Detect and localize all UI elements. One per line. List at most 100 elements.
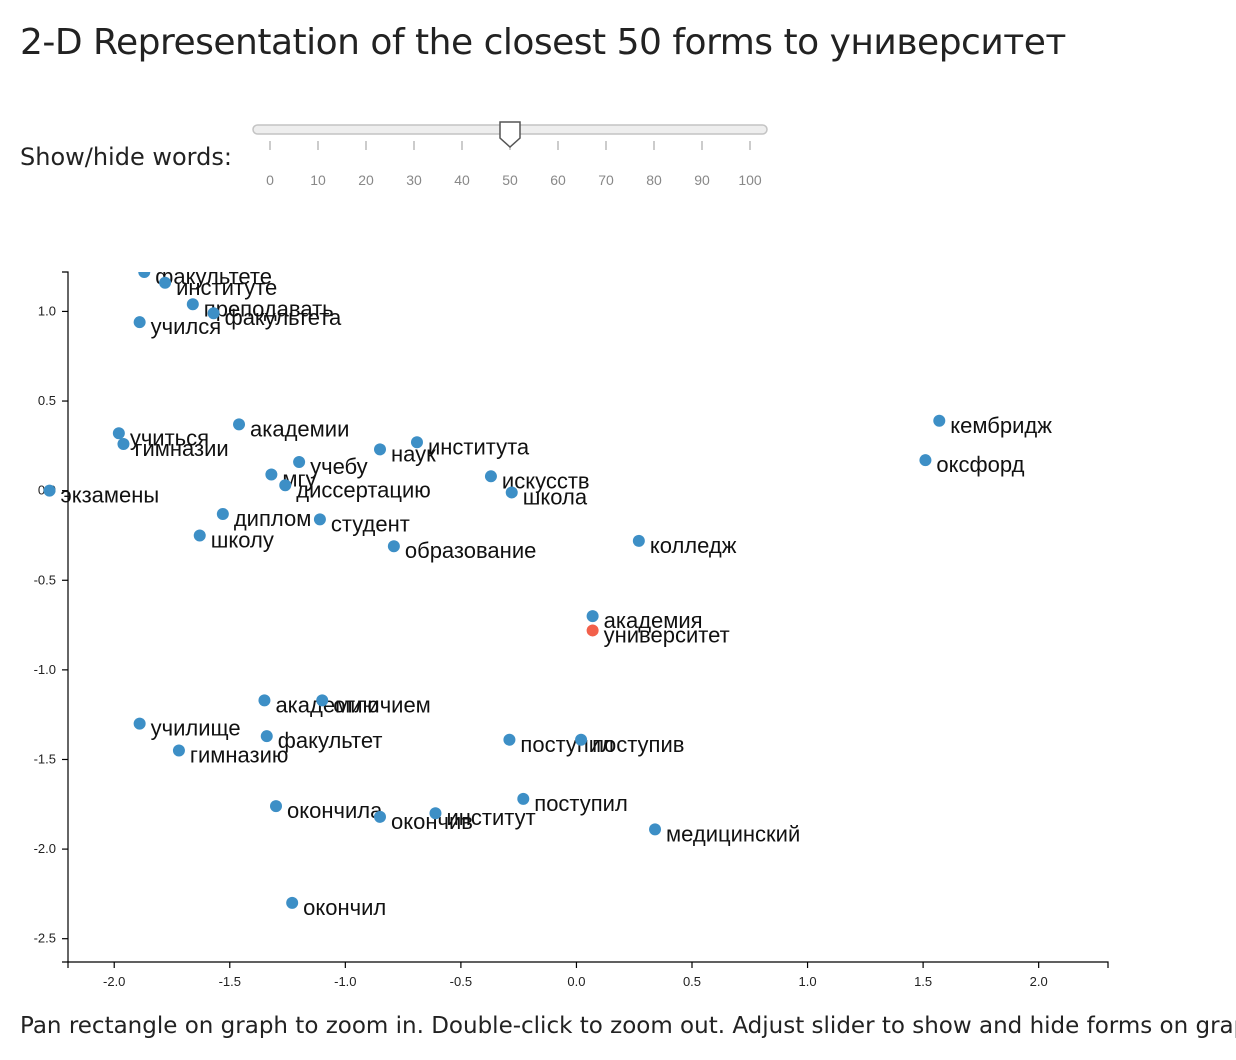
word-label: институт (446, 805, 535, 830)
point-marker[interactable] (233, 418, 246, 431)
word-point[interactable]: окончив (374, 809, 473, 834)
point-marker[interactable] (517, 792, 530, 805)
point-marker[interactable] (172, 744, 185, 757)
point-marker[interactable] (216, 507, 229, 520)
slider-tick-label: 40 (454, 172, 470, 188)
word-label: учиться (130, 425, 209, 450)
word-point[interactable]: академию (258, 692, 379, 717)
word-point[interactable]: университет (586, 622, 730, 647)
point-marker[interactable] (117, 438, 130, 451)
word-label: экзамены (61, 483, 160, 508)
word-point[interactable]: школа (505, 484, 588, 509)
point-marker[interactable] (265, 468, 278, 481)
word-point[interactable]: студент (313, 511, 410, 536)
word-point[interactable]: преподавать (186, 296, 334, 321)
target-point-marker[interactable] (586, 624, 599, 637)
word-point[interactable]: наук (374, 441, 436, 466)
word-label: академия (604, 608, 703, 633)
point-marker[interactable] (632, 534, 645, 547)
word-point[interactable]: кембридж (933, 413, 1052, 438)
word-point[interactable]: отличием (316, 692, 431, 717)
word-point[interactable]: поступив (575, 732, 684, 757)
word-label: поступив (592, 732, 684, 757)
word-point[interactable]: институт (429, 805, 536, 830)
word-point[interactable]: поступил (517, 791, 628, 816)
word-point[interactable]: гимназии (117, 436, 229, 461)
point-marker[interactable] (138, 266, 151, 278)
point-marker[interactable] (649, 823, 662, 836)
word-point[interactable]: факультете (138, 264, 272, 289)
point-marker[interactable] (410, 436, 423, 449)
word-label: окончила (287, 798, 383, 823)
y-tick-label: -2.5 (34, 931, 56, 946)
point-marker[interactable] (374, 810, 386, 823)
point-marker[interactable] (258, 694, 271, 707)
point-marker[interactable] (429, 807, 442, 820)
point-marker[interactable] (293, 455, 306, 468)
point-marker[interactable] (279, 479, 292, 492)
point-marker[interactable] (505, 486, 518, 499)
point-marker[interactable] (112, 427, 125, 440)
x-axis: -2.0 -1.5 -1.0 -0.5 0.0 0.5 1.0 1.5 2.0 (67, 961, 1109, 989)
x-tick-label: 0.5 (683, 974, 701, 989)
point-marker[interactable] (260, 730, 273, 743)
point-marker[interactable] (193, 529, 206, 542)
y-axis-line (62, 271, 69, 963)
point-marker[interactable] (313, 513, 326, 526)
word-point[interactable]: академия (586, 608, 703, 633)
word-label: факультете (155, 264, 272, 289)
point-marker[interactable] (316, 694, 329, 707)
point-marker[interactable] (503, 733, 516, 746)
point-marker[interactable] (133, 316, 146, 329)
point-marker[interactable] (933, 414, 946, 427)
point-marker[interactable] (133, 717, 146, 730)
word-point[interactable]: оксфорд (919, 452, 1025, 477)
word-count-slider[interactable]: 0 10 20 30 40 50 60 70 80 90 100 (240, 110, 780, 200)
word-point[interactable]: медицинский (649, 821, 800, 846)
word-label: студент (331, 511, 410, 536)
point-marker[interactable] (43, 484, 56, 497)
point-marker[interactable] (484, 470, 497, 483)
point-marker[interactable] (586, 610, 599, 623)
word-label: гимназии (134, 436, 228, 461)
point-marker[interactable] (374, 443, 386, 456)
x-tick-label: -0.5 (450, 974, 472, 989)
word-point[interactable]: учебу (293, 454, 368, 479)
word-label: гимназию (190, 743, 288, 768)
word-point[interactable]: окончила (270, 798, 383, 823)
point-marker[interactable] (159, 276, 172, 289)
word-label: учебу (310, 454, 368, 479)
y-tick-label: -1.0 (34, 662, 56, 677)
point-marker[interactable] (387, 540, 400, 553)
point-marker[interactable] (286, 896, 299, 909)
scatter-plot[interactable]: 1.0 0.5 0.0 -0.5 -1.0 -1.5 -2.0 -2.5 -2.0 -1.5 -1… (0, 250, 1236, 990)
word-point[interactable]: институте (159, 275, 277, 300)
word-point[interactable]: колледж (632, 533, 737, 558)
word-point[interactable]: школу (193, 527, 274, 552)
y-tick-label: -0.5 (34, 572, 56, 587)
word-point[interactable]: академии (233, 416, 349, 441)
word-label: поступил (534, 791, 628, 816)
point-marker[interactable] (270, 800, 282, 813)
word-point[interactable]: института (410, 434, 530, 459)
word-point[interactable]: образование (387, 538, 536, 563)
point-marker[interactable] (575, 733, 588, 746)
y-tick-label: 0.5 (38, 393, 56, 408)
word-point[interactable]: учиться (112, 425, 209, 450)
word-point[interactable]: окончил (286, 895, 386, 920)
word-point[interactable]: поступил (503, 732, 614, 757)
point-marker[interactable] (919, 454, 932, 467)
word-point[interactable]: факультет (260, 728, 383, 753)
word-point[interactable]: училище (133, 716, 241, 741)
word-point[interactable]: диссертацию (279, 477, 431, 502)
slider-handle[interactable] (499, 121, 521, 149)
slider-tick-label: 90 (694, 172, 710, 188)
word-point[interactable]: гимназию (172, 743, 288, 768)
word-point[interactable]: учился (133, 314, 222, 339)
word-point[interactable]: факультета (207, 305, 342, 330)
word-point[interactable]: диплом (216, 506, 311, 531)
word-label: факультета (225, 305, 342, 330)
point-marker[interactable] (186, 298, 199, 311)
point-marker[interactable] (207, 307, 220, 320)
word-point[interactable]: экзамены (43, 483, 160, 508)
